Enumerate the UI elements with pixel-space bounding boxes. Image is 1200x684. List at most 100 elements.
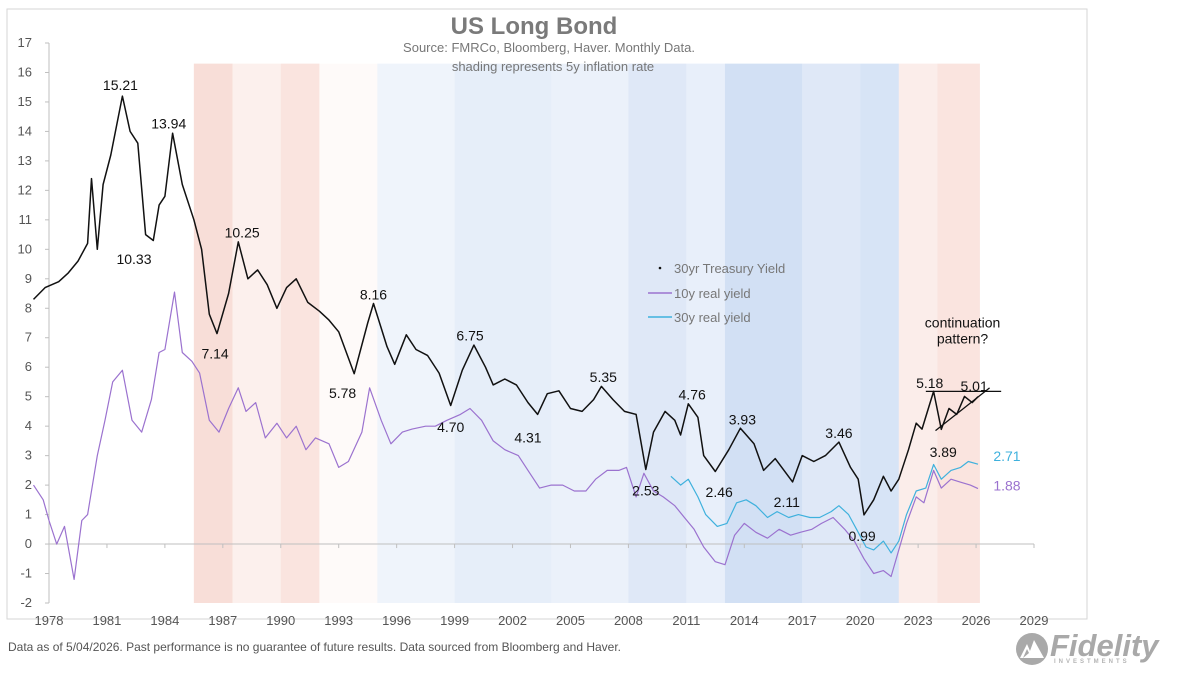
x-tick-label: 1987 (208, 613, 237, 628)
shade-band-8 (686, 63, 725, 603)
y-tick-label: 12 (18, 182, 32, 197)
y-tick-label: 1 (25, 507, 32, 522)
x-tick-label: 2002 (498, 613, 527, 628)
shade-band-1 (232, 63, 281, 603)
value-annotation: 6.75 (456, 328, 483, 344)
value-annotation: 13.94 (151, 115, 186, 131)
shade-band-2 (280, 63, 320, 603)
trendlines (925, 387, 1002, 432)
y-tick-label: 8 (25, 300, 32, 315)
value-annotation: 3.89 (930, 444, 957, 460)
shade-band-13 (937, 63, 980, 603)
value-annotation: 8.16 (360, 286, 387, 302)
shade-band-4 (377, 63, 455, 603)
legend-label-real30: 30y real yield (674, 310, 751, 325)
value-annotation: 2.46 (706, 484, 733, 500)
value-annotation: 2.53 (632, 482, 659, 498)
chart-title: US Long Bond (451, 13, 618, 40)
legend-label-treasury: 30yr Treasury Yield (674, 261, 785, 276)
value-annotation: 3.93 (729, 412, 756, 428)
value-annotation: 4.31 (514, 429, 541, 445)
value-annotation: 2.71 (993, 448, 1020, 464)
y-tick-label: 5 (25, 389, 32, 404)
value-annotation: 4.76 (679, 387, 706, 403)
fidelity-logo: Fidelity INVESTMENTS (1012, 628, 1192, 670)
x-tick-label: 1978 (35, 613, 64, 628)
value-annotation: 15.21 (103, 77, 138, 93)
axes: 1978 1981 1984 1987 1990 1993 1996 1999 2002 2005… (18, 35, 1049, 628)
treasury-yield-line (32, 95, 979, 516)
value-annotation: 10.25 (225, 225, 260, 241)
y-tick-label: -1 (20, 566, 32, 581)
value-annotation: 5.01 (961, 378, 988, 394)
shade-band-7 (628, 63, 687, 603)
x-tick-label: 2014 (730, 613, 759, 628)
y-tick-label: 11 (19, 212, 33, 227)
value-annotation: 7.14 (201, 345, 228, 361)
x-tick-label: 2023 (904, 613, 933, 628)
value-annotation: 0.99 (848, 528, 875, 544)
y-tick-label: 7 (25, 330, 32, 345)
x-tick-label: 1999 (440, 613, 469, 628)
value-annotation: 3.46 (825, 425, 852, 441)
y-tick-label: -2 (20, 595, 32, 610)
value-annotation: 2.11 (774, 494, 800, 510)
value-annotation: 4.70 (437, 419, 464, 435)
value-annotation: continuation (925, 314, 1001, 330)
y-tick-label: 3 (25, 448, 32, 463)
x-tick-label: 1990 (266, 613, 295, 628)
annotations: 15.21 13.94 10.33 10.25 7.14 8.16 5.78 6.75 4.70… (103, 77, 1021, 544)
x-tick-label: 2008 (614, 613, 643, 628)
shade-band-0 (193, 63, 233, 603)
y-tick-label: 9 (25, 271, 32, 286)
x-tick-label: 2011 (672, 613, 700, 628)
y-tick-label: 10 (18, 241, 32, 256)
value-annotation: pattern? (937, 331, 989, 347)
series-lines (32, 95, 979, 580)
x-tick-label: 1984 (150, 613, 179, 628)
x-tick-label: 1993 (324, 613, 353, 628)
value-annotation: 5.35 (590, 369, 617, 385)
y-tick-label: 4 (25, 418, 32, 433)
legend-marker-treasury (658, 266, 662, 270)
pyramid-logo-icon (1016, 633, 1048, 665)
shade-band-10 (802, 63, 861, 603)
x-tick-label: 1981 (92, 613, 121, 628)
value-annotation: 5.18 (916, 375, 943, 391)
y-tick-label: 17 (18, 35, 32, 50)
y-tick-label: 6 (25, 359, 32, 374)
logo-wordmark: Fidelity (1050, 628, 1159, 663)
legend: 30yr Treasury Yield 10y real yield 30y r… (648, 261, 785, 325)
legend-label-real10: 10y real yield (674, 286, 751, 301)
shade-band-3 (319, 63, 378, 603)
y-tick-label: 14 (18, 123, 32, 138)
chart-subtitle-line-2: shading represents 5y inflation rate (452, 59, 654, 74)
y-tick-label: 0 (25, 536, 32, 551)
footer-disclaimer: Data as of 5/04/2026. Past performance i… (8, 640, 622, 654)
x-tick-label: 2026 (962, 613, 991, 628)
x-tick-label: 2005 (556, 613, 585, 628)
shade-band-6 (551, 63, 629, 603)
pattern-trendline-1 (935, 387, 990, 432)
value-annotation: 5.78 (329, 385, 356, 401)
x-tick-label: 2017 (788, 613, 817, 628)
x-tick-label: 2029 (1020, 613, 1049, 628)
y-tick-label: 2 (25, 477, 32, 492)
y-tick-label: 13 (18, 153, 32, 168)
inflation-shading (193, 63, 980, 603)
y-tick-label: 16 (18, 64, 32, 79)
x-tick-label: 1996 (382, 613, 411, 628)
shade-band-9 (724, 63, 803, 603)
logo-tagline: INVESTMENTS (1054, 659, 1130, 665)
value-annotation: 10.33 (116, 251, 151, 267)
shade-band-11 (860, 63, 899, 603)
chart-border (6, 8, 1088, 620)
chart-subtitle-line-1: Source: FMRCo, Bloomberg, Haver. Monthly… (403, 40, 695, 55)
value-annotation: 1.88 (993, 477, 1020, 493)
x-tick-label: 2020 (846, 613, 875, 628)
real-yield-10y-line (32, 291, 979, 580)
shade-band-12 (898, 63, 938, 603)
y-tick-label: 15 (18, 94, 32, 109)
